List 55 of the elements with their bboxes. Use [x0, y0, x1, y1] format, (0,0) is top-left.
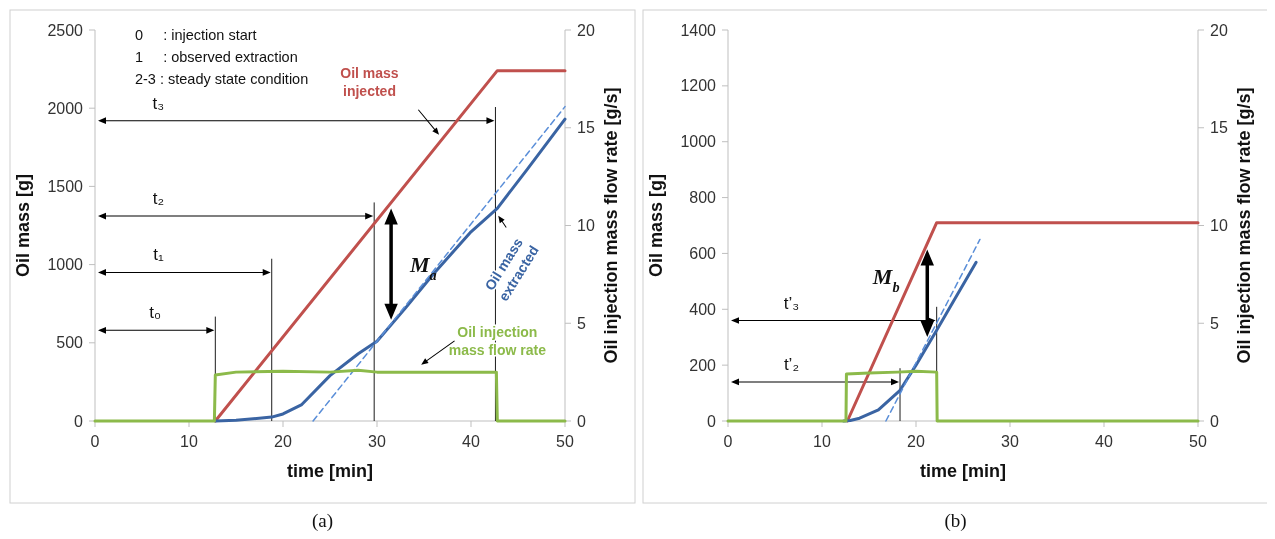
x-tick-label: 50: [556, 433, 574, 450]
y-tick-label: 200: [689, 356, 717, 374]
annotation: t’₂: [783, 354, 799, 374]
y-tick-label: 1200: [680, 77, 717, 95]
y2-axis-title: Oil injection mass flow rate [g/s]: [601, 87, 621, 364]
y2-tick-label: 20: [577, 21, 595, 39]
annotation: 0 : injection start: [134, 27, 257, 43]
y-tick-label: 1500: [47, 178, 84, 195]
x-tick-label: 50: [1189, 433, 1207, 450]
y2-tick-label: 10: [577, 217, 595, 235]
x-axis-title: time [min]: [286, 461, 374, 481]
annotation: t₃: [152, 93, 165, 113]
x-tick-label: 40: [1095, 433, 1113, 450]
annotation: 2-3 : steady state condition: [134, 71, 309, 87]
text: (a): [311, 510, 334, 532]
y2-tick-label: 20: [1210, 21, 1228, 39]
annotation: t₂: [152, 189, 165, 209]
y-tick-label: 500: [56, 334, 84, 352]
y2-tick-label: 10: [1210, 217, 1228, 235]
y-axis-title: Oil mass [g]: [13, 173, 33, 278]
annotation: t’₃: [783, 293, 800, 313]
y-tick-label: 0: [74, 412, 84, 430]
x-tick-label: 0: [723, 433, 733, 450]
annotation: M$_{b}$: [871, 263, 900, 295]
text: (b): [944, 510, 967, 532]
x-tick-label: 20: [274, 433, 292, 450]
y-tick-label: 1000: [47, 256, 84, 274]
annotation: t₁: [153, 245, 164, 265]
x-tick-label: 30: [368, 433, 386, 450]
y2-axis-title: Oil injection mass flow rate [g/s]: [1234, 87, 1254, 364]
y-tick-label: 1400: [680, 21, 717, 39]
y2-tick-label: 15: [1210, 119, 1228, 137]
x-tick-label: 10: [180, 433, 198, 450]
annotation: 1 : observed extraction: [134, 49, 298, 65]
x-tick-label: 20: [907, 433, 925, 450]
y-tick-label: 1000: [680, 133, 717, 151]
y-tick-label: 0: [707, 412, 717, 430]
annotation: t₀: [149, 303, 162, 323]
y-tick-label: 600: [689, 245, 717, 263]
y2-tick-label: 5: [577, 314, 586, 332]
y2-tick-label: 15: [577, 119, 595, 137]
y-tick-label: 2500: [47, 21, 84, 39]
y2-tick-label: 0: [1210, 412, 1219, 430]
y-axis-title: Oil mass [g]: [646, 173, 666, 278]
y-tick-label: 400: [689, 300, 717, 318]
x-axis-title: time [min]: [919, 461, 1007, 481]
y-tick-label: 800: [689, 189, 717, 207]
x-tick-label: 0: [90, 433, 100, 450]
x-tick-label: 10: [813, 433, 831, 450]
y-tick-label: 2000: [47, 99, 84, 117]
x-tick-label: 40: [462, 433, 480, 450]
text: Oil mass injected: [340, 65, 399, 99]
y2-tick-label: 0: [577, 412, 586, 430]
x-tick-label: 30: [1001, 433, 1019, 450]
y2-tick-label: 5: [1210, 314, 1219, 332]
